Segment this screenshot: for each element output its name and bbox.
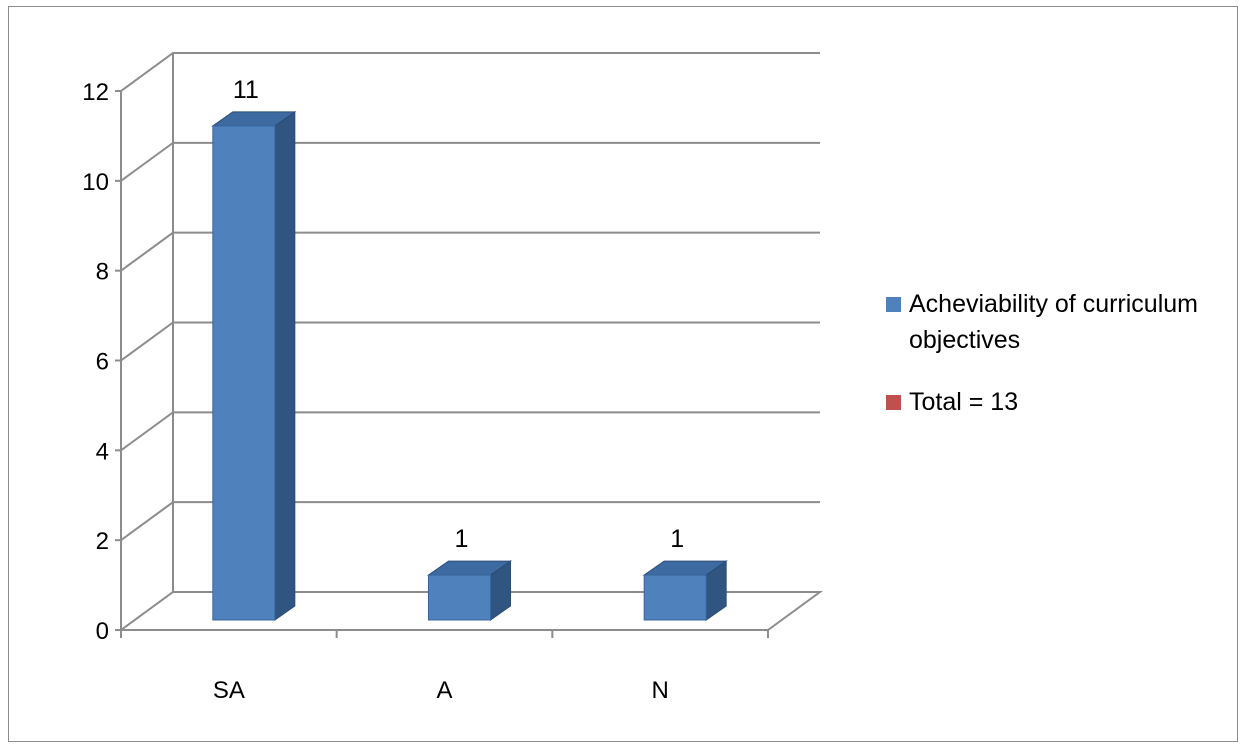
gridline (120, 501, 820, 541)
bars (211, 110, 728, 621)
gridlines (120, 52, 820, 541)
bar-N (642, 560, 728, 621)
legend-item-series-2: Total = 13 (886, 384, 1226, 420)
bar-front-face (428, 574, 491, 621)
data-label-N: 1 (670, 525, 684, 553)
gridline (120, 52, 820, 92)
gridline (120, 141, 820, 182)
y-tick-label: 8 (96, 259, 109, 286)
y-tick-label: 10 (82, 169, 109, 196)
x-tick-label: A (436, 677, 452, 704)
gridline (120, 231, 820, 272)
data-label-A: 1 (455, 525, 469, 553)
y-tick-label: 2 (96, 528, 109, 555)
gridline (120, 321, 820, 362)
x-axis-ticks: SA A N (120, 630, 769, 704)
x-tick-label: SA (213, 677, 245, 704)
bar-side-face (274, 110, 296, 621)
bar-front-face (643, 574, 707, 621)
bar-front-face (212, 125, 276, 621)
y-tick-label: 12 (82, 79, 109, 106)
bar-SA (211, 110, 297, 621)
y-tick-label: 0 (96, 618, 109, 645)
y-tick-label: 6 (96, 349, 109, 376)
gridline (120, 411, 820, 452)
legend-swatch-series-2 (886, 395, 901, 410)
bar-A (426, 560, 513, 621)
y-axis-ticks: 0 2 4 6 8 10 12 (82, 79, 121, 645)
y-tick-label: 4 (96, 438, 109, 465)
legend-swatch-series-1 (886, 297, 901, 312)
x-tick-label: N (651, 677, 668, 704)
legend-label-series-2: Total = 13 (909, 388, 1019, 416)
legend-label-series-1: Acheviability of curriculum objectives (909, 290, 1198, 354)
data-label-SA: 11 (233, 76, 259, 104)
data-labels: 111 1 (233, 76, 684, 553)
legend: Acheviability of curriculum objectives T… (886, 286, 1226, 446)
legend-item-series-1: Acheviability of curriculum objectives (886, 286, 1226, 358)
